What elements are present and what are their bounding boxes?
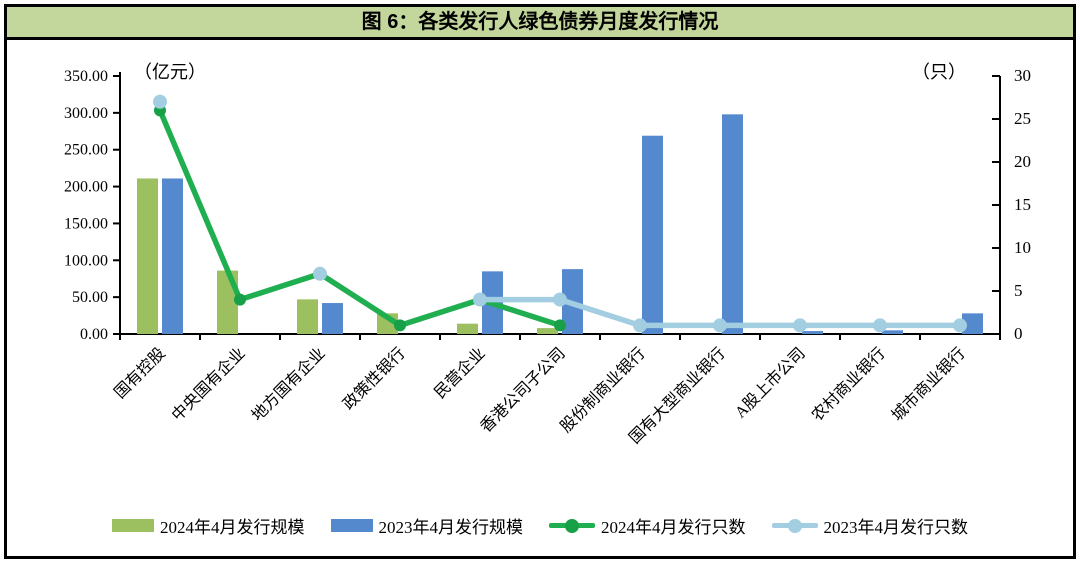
left-axis-tick-label: 250.00 bbox=[64, 142, 108, 159]
marker-2023年4月发行只数 bbox=[633, 318, 647, 333]
line-2024年4月发行只数 bbox=[157, 107, 563, 329]
right-axis-tick-label: 25 bbox=[1014, 109, 1031, 128]
marker-2024年4月发行只数 bbox=[554, 319, 566, 332]
bar-2023年4月发行规模 bbox=[882, 330, 903, 334]
left-axis-tick-label: 100.00 bbox=[64, 252, 108, 269]
category-label: 农村商业银行 bbox=[808, 344, 889, 425]
chart-legend: 2024年4月发行规模 2023年4月发行规模 2024年4月发行只数 2023年4月… bbox=[7, 513, 1073, 538]
legend-item: 2024年4月发行规模 bbox=[112, 513, 305, 538]
left-axis-unit-label: （亿元） bbox=[134, 62, 206, 82]
right-axis-tick-label: 0 bbox=[1014, 324, 1023, 343]
left-axis-tick-label: 200.00 bbox=[64, 179, 108, 196]
bar-2024年4月发行规模 bbox=[297, 299, 318, 334]
legend-item: 2024年4月发行只数 bbox=[549, 513, 746, 538]
category-label: 国有控股 bbox=[111, 344, 169, 402]
combo-chart: 350.00300.00250.00200.00150.00100.0050.0… bbox=[64, 62, 1031, 447]
marker-2024年4月发行只数 bbox=[394, 319, 406, 332]
category-label: 中央国有企业 bbox=[168, 344, 249, 425]
bar-2024年4月发行规模 bbox=[137, 178, 158, 334]
right-axis-tick-label: 15 bbox=[1014, 195, 1031, 214]
legend-bar-swatch bbox=[330, 519, 373, 532]
marker-2023年4月发行只数 bbox=[153, 94, 167, 109]
bar-2023年4月发行规模 bbox=[162, 178, 183, 334]
marker-2023年4月发行只数 bbox=[953, 318, 967, 333]
left-axis-tick-label: 350.00 bbox=[64, 68, 108, 85]
legend-label: 2024年4月发行只数 bbox=[601, 518, 746, 537]
right-axis-tick-label: 5 bbox=[1014, 281, 1023, 300]
category-label: 城市商业银行 bbox=[888, 344, 969, 425]
bar-2024年4月发行规模 bbox=[457, 323, 478, 334]
bar-2023年4月发行规模 bbox=[322, 303, 343, 334]
category-label: A股上市公司 bbox=[731, 344, 808, 421]
bar-2024年4月发行规模 bbox=[537, 328, 558, 334]
left-axis-tick-label: 150.00 bbox=[64, 215, 108, 232]
right-axis-tick-label: 20 bbox=[1014, 152, 1031, 171]
category-label: 股份制商业银行 bbox=[557, 344, 649, 436]
marker-2023年4月发行只数 bbox=[313, 266, 327, 281]
legend-line-marker bbox=[565, 518, 579, 533]
marker-2023年4月发行只数 bbox=[553, 292, 567, 307]
figure-title: 图 6：各类发行人绿色债券月度发行情况 bbox=[7, 7, 1073, 40]
bar-2023年4月发行规模 bbox=[962, 313, 983, 334]
right-axis-unit-label: （只） bbox=[912, 62, 966, 82]
legend-label: 2023年4月发行只数 bbox=[823, 518, 969, 537]
marker-2023年4月发行只数 bbox=[793, 318, 807, 333]
legend-line-marker bbox=[787, 518, 802, 533]
chart-area: 350.00 300.00 250.00 200.00 150.00 100.00 50.0… bbox=[7, 40, 1073, 556]
legend-bar-swatch bbox=[112, 519, 154, 532]
left-axis-tick-label: 300.00 bbox=[64, 105, 108, 122]
marker-2023年4月发行只数 bbox=[473, 292, 487, 307]
bar-2023年4月发行规模 bbox=[802, 331, 823, 334]
right-axis-tick-label: 10 bbox=[1014, 238, 1031, 257]
category-label: 香港公司子公司 bbox=[477, 344, 569, 436]
bar-2023年4月发行规模 bbox=[642, 135, 663, 334]
legend-item: 2023年4月发行规模 bbox=[330, 513, 524, 538]
left-axis-tick-label: 50.00 bbox=[72, 289, 108, 306]
marker-2024年4月发行只数 bbox=[234, 293, 246, 306]
marker-2023年4月发行只数 bbox=[713, 318, 727, 333]
figure-frame: 图 6：各类发行人绿色债券月度发行情况 350.00 300.00 250.00 20… bbox=[4, 4, 1076, 559]
legend-label: 2023年4月发行规模 bbox=[378, 518, 524, 537]
bar-2023年4月发行规模 bbox=[722, 114, 743, 335]
category-label: 地方国有企业 bbox=[248, 344, 329, 425]
marker-2023年4月发行只数 bbox=[873, 318, 887, 333]
legend-item: 2023年4月发行只数 bbox=[771, 513, 969, 538]
legend-label: 2024年4月发行规模 bbox=[160, 518, 305, 537]
category-label: 政策性银行 bbox=[340, 344, 409, 413]
left-axis-tick-label: 0.00 bbox=[80, 326, 108, 343]
legend-line-swatch bbox=[549, 518, 595, 533]
right-axis-tick-label: 30 bbox=[1014, 66, 1031, 85]
legend-line-swatch bbox=[771, 518, 818, 533]
category-label: 民营企业 bbox=[431, 344, 489, 402]
